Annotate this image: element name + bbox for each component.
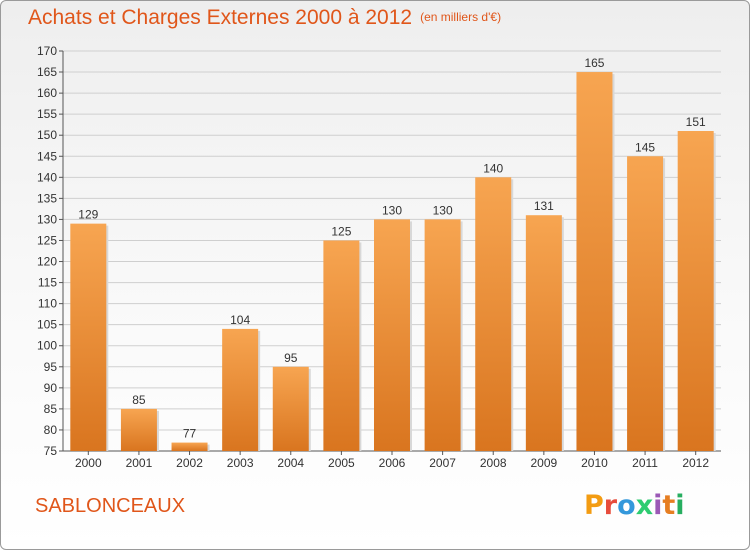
bar xyxy=(424,219,461,451)
x-tick-label: 2000 xyxy=(75,456,102,470)
y-tick-label: 130 xyxy=(37,212,57,226)
y-tick-label: 85 xyxy=(44,402,58,416)
labels: 129 2000 85 2001 77 2002 104 2003 95 2004 125 2005 1… xyxy=(75,56,709,470)
y-tick-label: 90 xyxy=(44,381,58,395)
y-tick-label: 125 xyxy=(37,233,57,247)
y-tick-label: 115 xyxy=(38,276,57,290)
bar xyxy=(576,72,613,451)
x-tick-label: 2007 xyxy=(429,456,456,470)
y-tick-label: 135 xyxy=(37,191,57,205)
bar xyxy=(323,240,360,451)
y-tick-label: 110 xyxy=(38,297,57,311)
data-label: 129 xyxy=(78,208,98,222)
y-tick-label: 80 xyxy=(44,423,58,437)
data-label: 125 xyxy=(331,224,351,238)
bar xyxy=(374,219,410,451)
data-label: 104 xyxy=(230,313,250,327)
x-tick-label: 2003 xyxy=(227,456,254,470)
y-tick-label: 165 xyxy=(37,65,57,79)
place-name: SABLONCEAUX xyxy=(35,495,186,517)
data-label: 95 xyxy=(284,351,298,365)
x-tick-label: 2011 xyxy=(632,456,658,470)
logo-letter: i xyxy=(675,490,685,521)
bar xyxy=(272,366,309,451)
y-tick-label: 75 xyxy=(44,444,58,458)
y-tick-label: 145 xyxy=(37,149,57,163)
y-tick-label: 150 xyxy=(37,128,57,142)
bar xyxy=(475,177,512,451)
logo-letter: x xyxy=(635,490,654,521)
bar xyxy=(677,131,714,451)
x-tick-label: 2001 xyxy=(126,456,153,470)
y-tick-label: 170 xyxy=(37,44,57,58)
x-tick-label: 2012 xyxy=(682,456,709,470)
bar xyxy=(70,223,107,451)
logo-letter: r xyxy=(603,490,618,521)
y-tick-label: 120 xyxy=(37,255,57,269)
chart-title: Achats et Charges Externes 2000 à 2012 (e… xyxy=(28,6,501,30)
bar xyxy=(171,442,208,451)
chart-title-text: Achats et Charges Externes 2000 à 2012 xyxy=(28,6,413,29)
x-tick-label: 2009 xyxy=(530,456,557,470)
bar xyxy=(120,408,157,451)
x-tick-label: 2008 xyxy=(480,456,507,470)
logo-letter: t xyxy=(662,490,676,521)
bar xyxy=(222,328,259,451)
y-tick-label: 105 xyxy=(37,318,57,332)
logo-letter: o xyxy=(617,490,636,521)
data-label: 145 xyxy=(635,140,655,154)
x-tick-label: 2006 xyxy=(379,456,406,470)
chart-unit: (en milliers d'€) xyxy=(420,10,502,24)
data-label: 131 xyxy=(534,199,554,213)
bars xyxy=(70,72,716,451)
proxiti-logo: Proxiti xyxy=(584,490,685,521)
y-tick-label: 155 xyxy=(37,107,57,121)
bar xyxy=(627,156,664,451)
x-tick-label: 2005 xyxy=(328,456,355,470)
data-label: 151 xyxy=(686,115,706,129)
data-label: 140 xyxy=(483,161,503,175)
x-tick-label: 2002 xyxy=(176,456,203,470)
y-tick-label: 140 xyxy=(37,170,57,184)
data-label: 165 xyxy=(584,56,604,70)
data-label: 130 xyxy=(433,203,453,217)
data-label: 130 xyxy=(382,203,402,217)
data-label: 77 xyxy=(183,427,197,441)
x-tick-label: 2010 xyxy=(581,456,608,470)
y-tick-label: 95 xyxy=(44,360,58,374)
logo-letter: i xyxy=(653,490,663,521)
data-label: 85 xyxy=(132,393,146,407)
y-tick-label: 100 xyxy=(37,339,57,353)
x-tick-label: 2004 xyxy=(277,456,304,470)
logo-letter: P xyxy=(584,490,604,521)
bar xyxy=(525,215,562,451)
y-tick-label: 160 xyxy=(37,86,57,100)
